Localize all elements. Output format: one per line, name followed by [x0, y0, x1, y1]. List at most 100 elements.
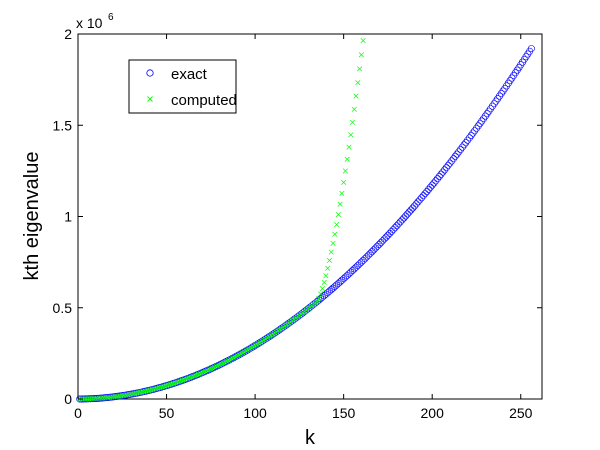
point-exact [462, 139, 470, 147]
point-exact [389, 226, 397, 234]
point-exact [478, 117, 486, 125]
point-exact [375, 240, 383, 248]
point-computed [176, 379, 182, 385]
y-tick-label: 1 [64, 209, 72, 225]
point-exact [510, 71, 518, 79]
point-exact [418, 194, 426, 202]
point-exact [472, 124, 480, 132]
y-tick-label: 1.5 [53, 117, 73, 133]
point-computed [183, 376, 189, 382]
point-exact [453, 150, 461, 158]
ticks-layer: 0 50 100 150 200 250 0 0.5 1 1.5 2 [53, 26, 542, 421]
point-exact [384, 231, 392, 239]
point-exact [435, 172, 443, 180]
point-exact [449, 155, 457, 163]
point-exact [395, 220, 403, 228]
point-exact [416, 196, 424, 204]
point-exact [455, 148, 463, 156]
point-exact [437, 170, 445, 178]
point-exact [442, 164, 450, 172]
point-exact [494, 95, 502, 103]
x-tick-label: 100 [243, 405, 267, 421]
point-exact [361, 255, 369, 263]
point-computed [156, 385, 163, 391]
point-exact [373, 242, 381, 250]
point-exact [423, 187, 431, 195]
point-exact [439, 168, 447, 176]
y-exponent-label: x 10 6 [76, 12, 114, 31]
point-computed [321, 279, 327, 285]
point-exact [441, 166, 449, 174]
point-computed [353, 93, 359, 99]
point-exact [464, 136, 472, 144]
y-tick-label: 0.5 [53, 300, 73, 316]
point-exact [490, 100, 498, 108]
point-exact [460, 141, 468, 149]
point-exact [495, 92, 503, 100]
point-exact [430, 179, 438, 187]
point-exact [405, 208, 413, 216]
point-exact [366, 249, 374, 257]
point-exact [419, 192, 427, 200]
point-exact [407, 206, 415, 214]
point-computed [342, 168, 348, 174]
point-exact [363, 253, 371, 261]
point-exact [480, 115, 488, 123]
point-exact [451, 152, 459, 160]
point-computed [185, 375, 191, 381]
point-exact [421, 190, 429, 198]
point-computed [194, 372, 200, 378]
x-tick-label: 50 [159, 405, 175, 421]
point-exact [387, 227, 395, 235]
point-computed [165, 382, 171, 388]
point-exact [402, 212, 410, 220]
point-exact [370, 246, 378, 254]
point-computed [328, 249, 334, 255]
point-exact [379, 237, 387, 245]
point-computed [190, 373, 196, 379]
legend-marker-computed [147, 96, 153, 102]
point-exact [393, 222, 401, 230]
x-tick-label: 200 [421, 405, 445, 421]
point-exact [400, 214, 408, 222]
point-computed [158, 384, 164, 390]
point-computed [181, 377, 187, 383]
legend-label-computed: computed [171, 92, 237, 109]
point-computed [201, 369, 207, 375]
point-exact [425, 185, 433, 193]
point-computed [349, 119, 356, 125]
point-exact [382, 233, 390, 241]
point-exact [487, 105, 495, 113]
legend-label-exact: exact [171, 66, 208, 83]
point-computed [339, 190, 345, 196]
point-computed [344, 156, 350, 162]
point-exact [396, 218, 404, 226]
point-exact [414, 198, 422, 206]
point-computed [348, 132, 354, 138]
point-computed [179, 377, 186, 383]
y-tick-label: 0 [64, 391, 72, 407]
point-exact [476, 119, 484, 127]
point-exact [481, 112, 489, 120]
point-computed [318, 291, 324, 297]
point-exact [527, 45, 535, 53]
point-exact [492, 97, 500, 105]
point-computed [357, 66, 363, 72]
point-exact [471, 127, 479, 135]
point-exact [444, 161, 452, 169]
point-computed [206, 367, 212, 373]
point-exact [434, 175, 442, 183]
point-computed [351, 106, 357, 112]
point-exact [386, 229, 394, 237]
point-exact [412, 200, 420, 208]
point-exact [377, 239, 385, 247]
data-layer [76, 38, 535, 403]
point-exact [474, 122, 482, 130]
point-computed [323, 273, 329, 279]
point-computed [204, 367, 210, 374]
legend-box [128, 59, 237, 114]
point-computed [169, 381, 175, 387]
point-exact [485, 107, 493, 115]
point-exact [398, 216, 406, 224]
